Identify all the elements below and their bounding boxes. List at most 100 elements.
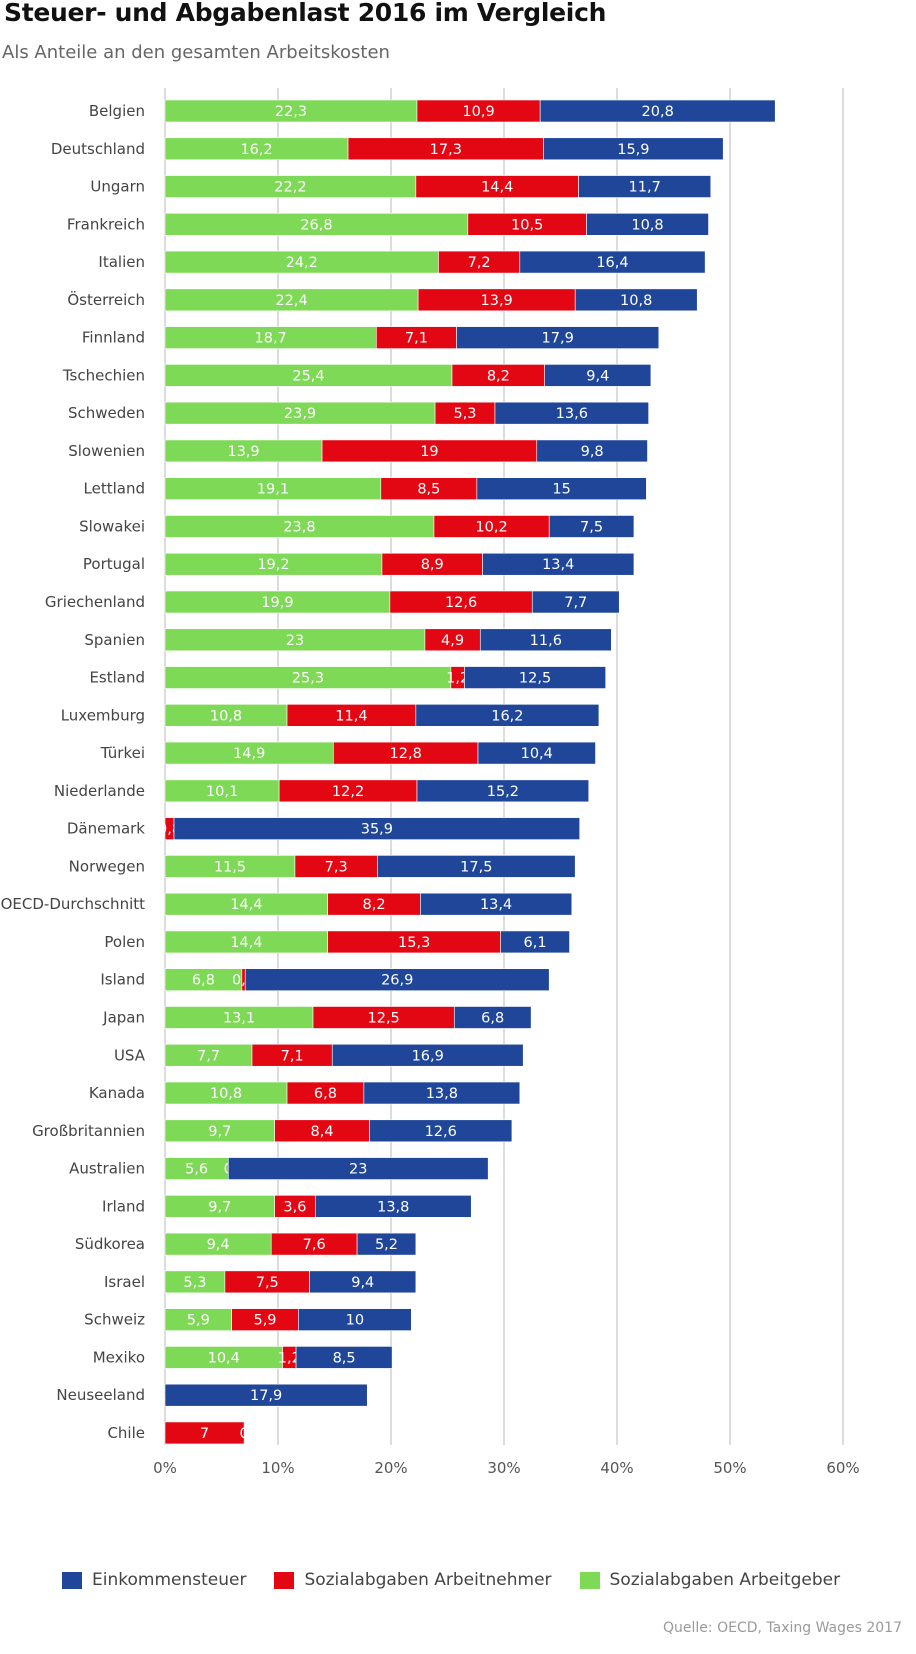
data-label: 20,8 — [642, 104, 674, 120]
category-label: Spanien — [84, 631, 145, 649]
legend-item-employer-contributions[interactable]: Sozialabgaben Arbeitgeber — [579, 1570, 840, 1590]
category-label: Kanada — [89, 1084, 145, 1102]
data-label: 13,9 — [227, 444, 259, 460]
data-label: 9,7 — [208, 1199, 231, 1215]
category-label: Estland — [89, 669, 145, 687]
category-label: Niederlande — [54, 782, 145, 800]
category-label: Südkorea — [75, 1235, 145, 1253]
bar-segment — [479, 628, 612, 652]
bar-segment — [415, 704, 600, 727]
data-label: 12,2 — [332, 784, 364, 800]
category-label: Israel — [104, 1273, 145, 1291]
bar-segment — [298, 1308, 412, 1331]
data-label: 1,2 — [446, 671, 469, 687]
category-label: Luxemburg — [61, 706, 145, 724]
category-label: Portugal — [83, 555, 145, 573]
category-label: Australien — [69, 1160, 145, 1178]
data-label: 8,5 — [333, 1350, 356, 1366]
data-label: 26,8 — [300, 217, 332, 233]
data-label: 8,5 — [417, 482, 440, 498]
chart-subtitle: Als Anteile an den gesamten Arbeitskoste… — [2, 42, 390, 63]
data-label: 14,4 — [481, 180, 513, 196]
category-label: Belgien — [89, 102, 145, 120]
data-label: 5,6 — [185, 1162, 208, 1178]
data-label: 7,7 — [197, 1048, 220, 1064]
data-label: 17,9 — [542, 331, 574, 347]
data-label: 13,4 — [542, 557, 574, 573]
data-label: 3,6 — [283, 1199, 306, 1215]
data-label: 5,9 — [187, 1313, 210, 1329]
bar-segment — [377, 855, 576, 878]
data-label: 7,5 — [256, 1275, 279, 1291]
data-label: 9,7 — [208, 1124, 231, 1140]
data-label: 25,3 — [292, 671, 324, 687]
data-label: 13,8 — [377, 1199, 409, 1215]
chart-title: Steuer- und Abgabenlast 2016 im Vergleic… — [4, 0, 607, 27]
data-label: 0 — [239, 1426, 248, 1442]
data-label: 18,7 — [255, 331, 287, 347]
data-label: 11,4 — [335, 708, 367, 724]
data-label: 19 — [420, 444, 438, 460]
data-label: 10,2 — [475, 519, 507, 535]
legend-label-income-tax: Einkommensteuer — [92, 1570, 247, 1590]
data-label: 10,8 — [210, 708, 242, 724]
x-tick-label: 20% — [374, 1459, 407, 1477]
bar-segment — [331, 1043, 524, 1067]
data-label: 12,6 — [445, 595, 477, 611]
data-label: 12,6 — [425, 1124, 457, 1140]
data-label: 16,2 — [240, 142, 272, 158]
data-label: 10 — [346, 1313, 364, 1329]
legend-item-income-tax[interactable]: Einkommensteuer — [62, 1570, 246, 1590]
data-label: 10,4 — [521, 746, 553, 762]
category-label: Norwegen — [69, 857, 145, 875]
legend-label-employee-contributions: Sozialabgaben Arbeitnehmer — [304, 1570, 552, 1590]
legend-item-employee-contributions[interactable]: Sozialabgaben Arbeitnehmer — [274, 1570, 552, 1590]
data-label: 5,3 — [183, 1275, 206, 1291]
source-note: Quelle: OECD, Taxing Wages 2017 — [663, 1620, 902, 1636]
data-label: 14,9 — [233, 746, 265, 762]
data-label: 8,9 — [421, 557, 444, 573]
data-label: 12,5 — [368, 1010, 400, 1026]
data-label: 10,8 — [620, 293, 652, 309]
x-tick-label: 10% — [261, 1459, 294, 1477]
data-label: 19,1 — [257, 482, 289, 498]
bar-segment — [369, 1119, 513, 1143]
bar-segment — [363, 1081, 521, 1105]
legend-swatch-income-tax — [62, 1571, 82, 1589]
data-label: 25,4 — [292, 368, 324, 384]
data-label: 16,2 — [491, 708, 523, 724]
category-label: Großbritannien — [32, 1122, 145, 1140]
x-tick-label: 60% — [826, 1459, 859, 1477]
data-label: 23,8 — [283, 519, 315, 535]
bar-segment — [482, 552, 635, 576]
chart-legend: Einkommensteuer Sozialabgaben Arbeitnehm… — [62, 1570, 868, 1590]
data-label: 6,1 — [524, 935, 547, 951]
bar-segment — [578, 175, 712, 198]
category-label: Ungarn — [90, 178, 145, 196]
data-label: 10,5 — [511, 217, 543, 233]
bar-segment — [477, 741, 596, 765]
data-label: 7,1 — [281, 1048, 304, 1064]
legend-swatch-employee-contributions — [274, 1571, 295, 1589]
category-label: Lettland — [84, 480, 145, 498]
data-label: 5,3 — [453, 406, 476, 422]
category-label: Slowenien — [68, 442, 145, 460]
data-label: 17,3 — [430, 142, 462, 158]
category-label: Mexiko — [93, 1348, 145, 1366]
category-label: Türkei — [100, 744, 145, 762]
stacked-bar-chart: 0% 10% 20% 30% 40% 50% 60% Belgien 22,3 10,9 20,8 D… — [1, 88, 860, 1477]
data-label: 13,4 — [480, 897, 512, 913]
data-label: 13,6 — [556, 406, 588, 422]
data-label: 7,6 — [303, 1237, 326, 1253]
data-label: 9,4 — [207, 1237, 230, 1253]
data-label: 15,2 — [487, 784, 519, 800]
bar-segment — [586, 213, 709, 236]
category-label: Island — [100, 971, 145, 989]
data-label: 11,5 — [214, 859, 246, 875]
data-label: 35,9 — [361, 822, 393, 838]
category-label: Tschechien — [62, 366, 145, 384]
data-label: 16,4 — [596, 255, 628, 271]
data-label: 24,2 — [286, 255, 318, 271]
data-label: 11,7 — [629, 180, 661, 196]
data-label: 15,9 — [617, 142, 649, 158]
